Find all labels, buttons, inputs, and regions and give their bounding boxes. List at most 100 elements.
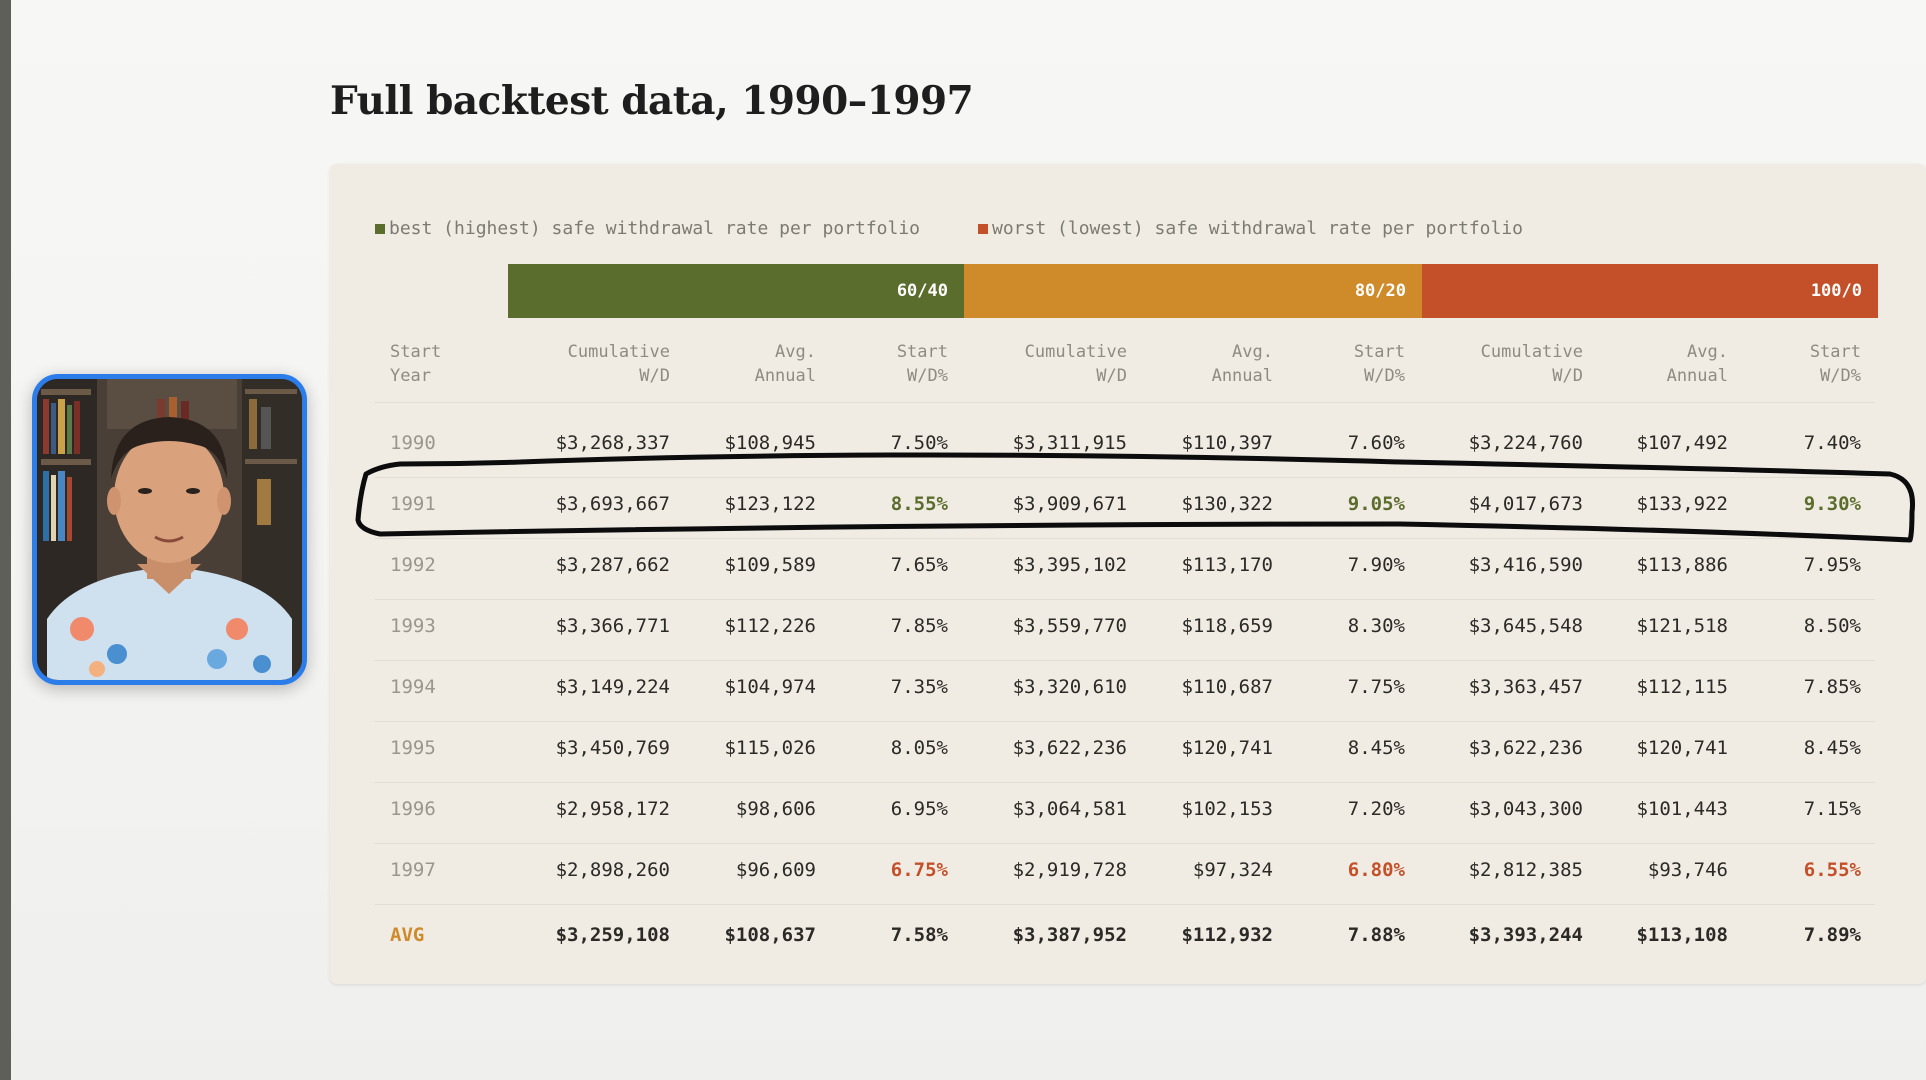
value-cell: 9.30%: [1803, 493, 1861, 515]
start-year-cell: 1995: [390, 737, 436, 759]
column-header-line: Avg.: [1687, 342, 1728, 362]
start-year-cell: 1993: [390, 615, 436, 637]
start-year-cell: 1994: [390, 676, 436, 698]
column-header-line: Cumulative: [567, 342, 670, 362]
value-cell: $3,622,236: [1468, 737, 1583, 759]
value-cell: $102,153: [1181, 798, 1273, 820]
table-divider: [375, 782, 1875, 783]
start-year-cell: 1991: [390, 493, 436, 515]
column-header-line: Start: [1353, 342, 1405, 362]
column-header-avg-annual: Avg. Annual: [1667, 340, 1728, 388]
column-header-line: W/D: [639, 366, 670, 386]
column-header-line: W/D%: [1364, 366, 1405, 386]
value-cell: 7.95%: [1803, 554, 1861, 576]
value-cell: 6.95%: [890, 798, 948, 820]
start-year-cell: 1996: [390, 798, 436, 820]
column-header-start-year: Start Year: [390, 340, 441, 388]
column-header-avg-annual: Avg. Annual: [755, 340, 816, 388]
table-divider: [375, 402, 1875, 403]
column-header-line: Cumulative: [1480, 342, 1583, 362]
value-cell: 7.65%: [890, 554, 948, 576]
portfolio-label: 60/40: [896, 281, 948, 301]
column-header-start-wd: Start W/D%: [1354, 340, 1405, 388]
value-cell: $115,026: [724, 737, 816, 759]
value-cell: $3,149,224: [555, 676, 670, 698]
avg-value-cell: 7.88%: [1347, 924, 1405, 946]
value-cell: $3,064,581: [1012, 798, 1127, 820]
value-cell: $2,919,728: [1012, 859, 1127, 881]
portfolio-label: 100/0: [1810, 281, 1862, 301]
value-cell: $2,812,385: [1468, 859, 1583, 881]
value-cell: 7.90%: [1347, 554, 1405, 576]
value-cell: $3,909,671: [1012, 493, 1127, 515]
avg-label: AVG: [390, 924, 425, 946]
value-cell: $3,395,102: [1012, 554, 1127, 576]
value-cell: $3,693,667: [555, 493, 670, 515]
value-cell: $3,622,236: [1012, 737, 1127, 759]
value-cell: $3,416,590: [1468, 554, 1583, 576]
value-cell: $110,397: [1181, 432, 1273, 454]
avg-value-cell: $3,387,952: [1012, 924, 1127, 946]
legend-best: best (highest) safe withdrawal rate per …: [375, 218, 920, 239]
value-cell: 7.50%: [890, 432, 948, 454]
portfolio-band-60-40: 60/40: [508, 264, 964, 318]
column-header-line: W/D%: [907, 366, 948, 386]
value-cell: 7.75%: [1347, 676, 1405, 698]
value-cell: $3,559,770: [1012, 615, 1127, 637]
avg-value-cell: $113,108: [1636, 924, 1728, 946]
value-cell: $3,450,769: [555, 737, 670, 759]
value-cell: $3,320,610: [1012, 676, 1127, 698]
value-cell: 8.30%: [1347, 615, 1405, 637]
backtest-table-panel: best (highest) safe withdrawal rate per …: [330, 164, 1926, 984]
value-cell: 8.05%: [890, 737, 948, 759]
value-cell: 8.50%: [1803, 615, 1861, 637]
table-divider: [375, 721, 1875, 722]
value-cell: 7.40%: [1803, 432, 1861, 454]
start-year-cell: 1992: [390, 554, 436, 576]
value-cell: 8.45%: [1347, 737, 1405, 759]
value-cell: $96,609: [735, 859, 816, 881]
column-header-start-wd: Start W/D%: [897, 340, 948, 388]
value-cell: $3,287,662: [555, 554, 670, 576]
table-divider: [375, 538, 1875, 539]
portfolio-band-80-20: 80/20: [964, 264, 1422, 318]
column-header-start-wd: Start W/D%: [1810, 340, 1861, 388]
legend-worst: worst (lowest) safe withdrawal rate per …: [978, 218, 1523, 239]
value-cell: $130,322: [1181, 493, 1273, 515]
start-year-cell: 1997: [390, 859, 436, 881]
value-cell: $107,492: [1636, 432, 1728, 454]
column-header-line: Annual: [1666, 366, 1728, 386]
value-cell: $113,170: [1181, 554, 1273, 576]
value-cell: 8.45%: [1803, 737, 1861, 759]
value-cell: $123,122: [724, 493, 816, 515]
column-header-line: Avg.: [1232, 342, 1273, 362]
value-cell: $118,659: [1181, 615, 1273, 637]
value-cell: $110,687: [1181, 676, 1273, 698]
avg-value-cell: $108,637: [724, 924, 816, 946]
value-cell: $3,366,771: [555, 615, 670, 637]
value-cell: $113,886: [1636, 554, 1728, 576]
value-cell: 6.75%: [890, 859, 948, 881]
value-cell: $3,645,548: [1468, 615, 1583, 637]
value-cell: $93,746: [1647, 859, 1728, 881]
column-header-cumulative: Cumulative W/D: [1025, 340, 1127, 388]
value-cell: 9.05%: [1347, 493, 1405, 515]
value-cell: $3,268,337: [555, 432, 670, 454]
value-cell: $108,945: [724, 432, 816, 454]
avg-value-cell: $3,393,244: [1468, 924, 1583, 946]
legend-worst-swatch: [978, 223, 988, 234]
value-cell: $2,958,172: [555, 798, 670, 820]
value-cell: $101,443: [1636, 798, 1728, 820]
value-cell: $121,518: [1636, 615, 1728, 637]
avg-value-cell: $3,259,108: [555, 924, 670, 946]
presenter-webcam: [32, 374, 307, 685]
table-divider: [375, 477, 1875, 478]
table-divider: [375, 660, 1875, 661]
value-cell: $98,606: [735, 798, 816, 820]
value-cell: 7.20%: [1347, 798, 1405, 820]
value-cell: $133,922: [1636, 493, 1728, 515]
value-cell: $109,589: [724, 554, 816, 576]
screen-left-edge: [0, 0, 11, 1080]
value-cell: 7.35%: [890, 676, 948, 698]
value-cell: $4,017,673: [1468, 493, 1583, 515]
